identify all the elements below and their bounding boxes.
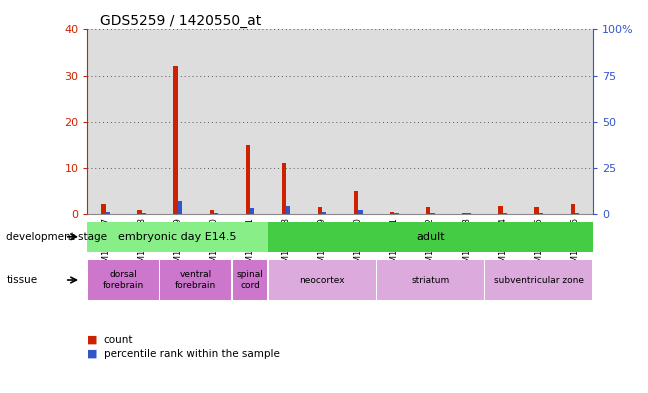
- Bar: [304, 29, 340, 214]
- Bar: [174, 66, 178, 214]
- Bar: [161, 260, 231, 300]
- Bar: [467, 213, 471, 214]
- Bar: [462, 213, 467, 214]
- Bar: [575, 213, 579, 214]
- Text: adult: adult: [416, 232, 445, 242]
- Text: spinal
cord: spinal cord: [237, 270, 263, 290]
- Bar: [570, 204, 575, 214]
- Text: subventricular zone: subventricular zone: [494, 275, 584, 285]
- Bar: [318, 207, 322, 214]
- Bar: [269, 260, 376, 300]
- Text: count: count: [104, 335, 133, 345]
- Bar: [159, 29, 196, 214]
- Text: neocortex: neocortex: [299, 275, 345, 285]
- Bar: [196, 29, 232, 214]
- Bar: [268, 29, 304, 214]
- Bar: [87, 29, 124, 214]
- Bar: [178, 201, 182, 214]
- Bar: [557, 29, 593, 214]
- Text: tissue: tissue: [6, 275, 38, 285]
- Bar: [250, 208, 254, 214]
- Bar: [124, 29, 159, 214]
- Bar: [426, 207, 430, 214]
- Bar: [538, 213, 543, 214]
- Bar: [354, 191, 358, 214]
- Bar: [137, 209, 142, 214]
- Text: development stage: development stage: [6, 232, 108, 242]
- Bar: [101, 204, 106, 214]
- Bar: [430, 213, 435, 214]
- Text: ■: ■: [87, 349, 98, 359]
- Text: dorsal
forebrain: dorsal forebrain: [103, 270, 145, 290]
- Bar: [322, 212, 327, 214]
- Bar: [521, 29, 557, 214]
- Bar: [358, 210, 363, 214]
- Bar: [214, 213, 218, 214]
- Bar: [485, 260, 592, 300]
- Bar: [209, 211, 214, 214]
- Bar: [377, 260, 484, 300]
- Bar: [390, 212, 395, 214]
- Bar: [485, 29, 521, 214]
- Text: embryonic day E14.5: embryonic day E14.5: [119, 232, 237, 242]
- Bar: [232, 29, 268, 214]
- Bar: [282, 163, 286, 214]
- Text: ■: ■: [87, 335, 98, 345]
- Bar: [87, 222, 268, 252]
- Bar: [498, 206, 503, 214]
- Bar: [246, 145, 250, 214]
- Text: ventral
forebrain: ventral forebrain: [175, 270, 216, 290]
- Bar: [340, 29, 376, 214]
- Bar: [233, 260, 267, 300]
- Bar: [286, 206, 290, 214]
- Bar: [88, 260, 159, 300]
- Text: GDS5259 / 1420550_at: GDS5259 / 1420550_at: [100, 14, 262, 28]
- Text: percentile rank within the sample: percentile rank within the sample: [104, 349, 279, 359]
- Bar: [142, 213, 146, 214]
- Bar: [376, 29, 412, 214]
- Bar: [535, 207, 538, 214]
- Bar: [412, 29, 448, 214]
- Text: striatum: striatum: [411, 275, 450, 285]
- Bar: [503, 213, 507, 214]
- Bar: [448, 29, 485, 214]
- Bar: [106, 212, 110, 214]
- Bar: [395, 213, 399, 214]
- Bar: [268, 222, 593, 252]
